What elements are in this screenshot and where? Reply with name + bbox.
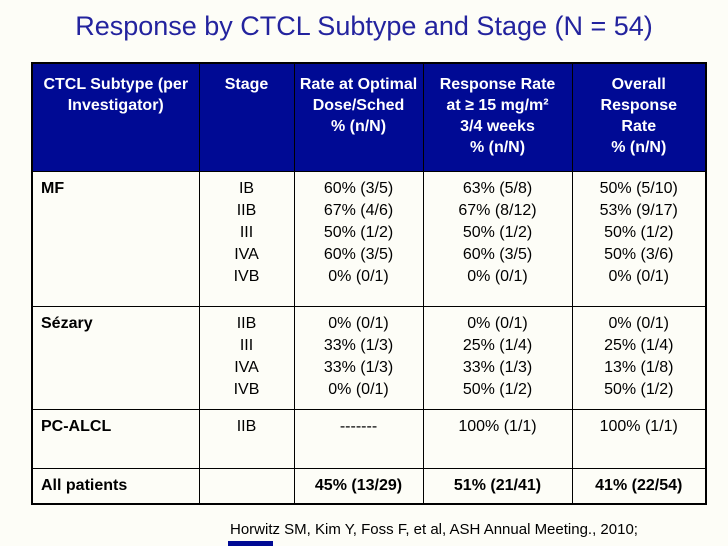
totals-label-cell: All patients	[31, 467, 200, 505]
overall-cell: 100% (1/1)	[571, 408, 707, 469]
rate-optimal-cell: -------	[293, 408, 424, 469]
table-row: PC-ALCL IIB ------- 100% (1/1) 100% (1/1)	[31, 408, 707, 469]
header-cell-2: Rate at Optimal Dose/Sched% (n/N)	[293, 62, 424, 172]
totals-rate-optimal-cell: 45% (13/29)	[293, 467, 424, 505]
subtype-cell: PC-ALCL	[31, 408, 200, 469]
bottom-accent-bar	[228, 541, 273, 546]
header-cell-1: Stage	[198, 62, 295, 172]
overall-cell: 0% (0/1) 25% (1/4) 13% (1/8) 50% (1/2)	[571, 305, 707, 410]
totals-rate-ge15-cell: 51% (21/41)	[422, 467, 573, 505]
table-body: MF IB IIB III IVA IVB 60% (3/5) 67% (4/6) 50% (1…	[31, 170, 707, 469]
table-header: CTCL Subtype (per Investigator) Stage Rate …	[31, 62, 707, 172]
stage-cell: IB IIB III IVA IVB	[198, 170, 295, 307]
rate-optimal-cell: 60% (3/5) 67% (4/6) 50% (1/2) 60% (3/5) 0% (…	[293, 170, 424, 307]
citation: Horwitz SM, Kim Y, Foss F, et al, ASH An…	[230, 521, 638, 538]
totals-stage-cell	[198, 467, 295, 505]
overall-cell: 50% (5/10) 53% (9/17) 50% (1/2) 50% (3/6) 0%…	[571, 170, 707, 307]
header-cell-3: Response Rate at ≥ 15 mg/m² 3/4 weeks% (n/…	[422, 62, 573, 172]
subtype-cell: Sézary	[31, 305, 200, 410]
rate-ge15-cell: 63% (5/8) 67% (8/12) 50% (1/2) 60% (3/5) 0% …	[422, 170, 573, 307]
rate-ge15-cell: 100% (1/1)	[422, 408, 573, 469]
table-row: Sézary IIB III IVA IVB 0% (0/1) 33% (1/3) 33% (…	[31, 305, 707, 410]
subtype-cell: MF	[31, 170, 200, 307]
header-cell-4: Overall Response Rate% (n/N)	[571, 62, 707, 172]
response-table: CTCL Subtype (per Investigator) Stage Rate …	[31, 62, 707, 505]
table-row: MF IB IIB III IVA IVB 60% (3/5) 67% (4/6) 50% (1…	[31, 170, 707, 307]
rate-ge15-cell: 0% (0/1) 25% (1/4) 33% (1/3) 50% (1/2)	[422, 305, 573, 410]
header-row: CTCL Subtype (per Investigator) Stage Rate …	[31, 62, 707, 172]
stage-cell: IIB	[198, 408, 295, 469]
totals-row: All patients 45% (13/29) 51% (21/41) 41%…	[31, 467, 707, 505]
totals-section: All patients 45% (13/29) 51% (21/41) 41%…	[31, 467, 707, 505]
totals-overall-cell: 41% (22/54)	[571, 467, 707, 505]
rate-optimal-cell: 0% (0/1) 33% (1/3) 33% (1/3) 0% (0/1)	[293, 305, 424, 410]
slide-title: Response by CTCL Subtype and Stage (N = …	[75, 11, 653, 41]
stage-cell: IIB III IVA IVB	[198, 305, 295, 410]
header-cell-0: CTCL Subtype (per Investigator)	[31, 62, 200, 172]
